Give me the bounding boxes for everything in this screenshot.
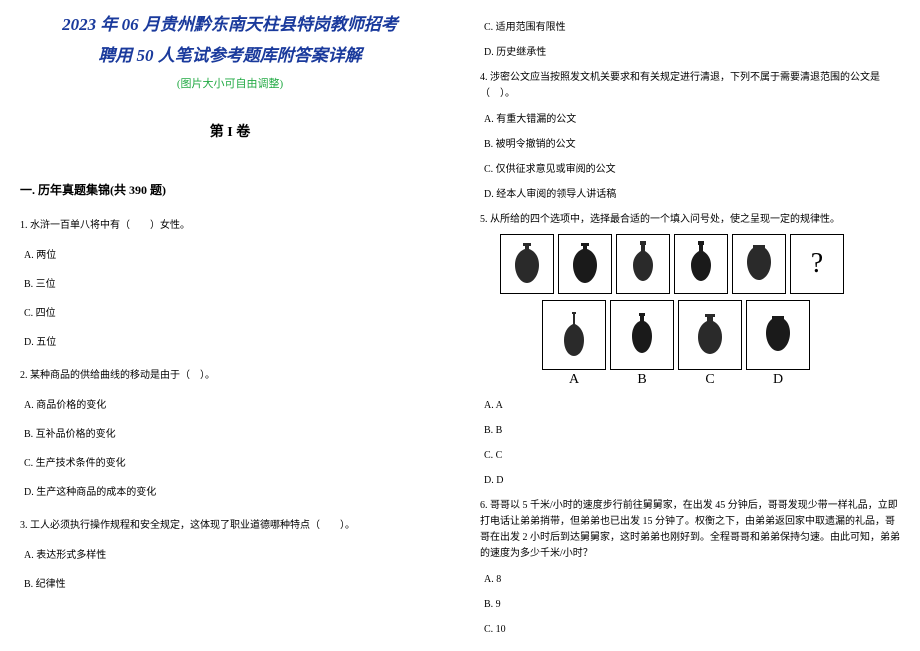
q6-option-c: C. 10 — [484, 622, 900, 637]
vase-option-c — [678, 300, 742, 370]
q2-option-b: B. 互补品价格的变化 — [24, 427, 440, 442]
q2-option-a: A. 商品价格的变化 — [24, 398, 440, 413]
question-6: 6. 哥哥以 5 千米/小时的速度步行前往舅舅家，在出发 45 分钟后，哥哥发现… — [480, 498, 900, 562]
vase-icon — [507, 239, 547, 289]
q1-option-a: A. 两位 — [24, 248, 440, 263]
q5-option-a: A. A — [484, 398, 900, 413]
document-subtitle: (图片大小可自由调整) — [20, 75, 440, 91]
q4-option-a: A. 有重大错漏的公文 — [484, 112, 900, 127]
q1-option-d: D. 五位 — [24, 335, 440, 350]
vase-icon — [739, 239, 779, 289]
q6-option-a: A. 8 — [484, 572, 900, 587]
document-title-line1: 2023 年 06 月贵州黔东南天柱县特岗教师招考 — [20, 10, 440, 41]
vase-row-options — [542, 300, 900, 370]
section-heading: 一. 历年真题集锦(共 390 题) — [20, 181, 440, 198]
vase-label-b: B — [610, 372, 674, 388]
right-column: C. 适用范围有限性 D. 历史继承性 4. 涉密公文应当按照发文机关要求和有关… — [460, 0, 920, 651]
vase-label-c: C — [678, 372, 742, 388]
vase-cell-5 — [732, 234, 786, 294]
vase-label-a: A — [542, 372, 606, 388]
q3-option-b: B. 纪律性 — [24, 577, 440, 592]
q3-option-d: D. 历史继承性 — [484, 45, 900, 60]
vase-option-a — [542, 300, 606, 370]
vase-icon — [554, 310, 594, 360]
q1-option-c: C. 四位 — [24, 306, 440, 321]
question-2: 2. 某种商品的供给曲线的移动是由于（ ）。 — [20, 368, 440, 384]
volume-heading: 第 I 卷 — [20, 121, 440, 141]
vase-option-b — [610, 300, 674, 370]
q3-option-a: A. 表达形式多样性 — [24, 548, 440, 563]
vase-label-d: D — [746, 372, 810, 388]
q5-option-c: C. C — [484, 448, 900, 463]
q2-option-c: C. 生产技术条件的变化 — [24, 456, 440, 471]
vase-cell-4 — [674, 234, 728, 294]
vase-row-top: ? — [500, 234, 900, 294]
question-5: 5. 从所给的四个选项中，选择最合适的一个填入问号处，使之呈现一定的规律性。 — [480, 212, 900, 228]
question-mark: ? — [811, 248, 823, 280]
q5-option-d: D. D — [484, 473, 900, 488]
question-3: 3. 工人必须执行操作规程和安全规定，这体现了职业道德哪种特点（ ）。 — [20, 518, 440, 534]
q6-option-b: B. 9 — [484, 597, 900, 612]
q3-option-c: C. 适用范围有限性 — [484, 20, 900, 35]
vase-icon — [565, 239, 605, 289]
vase-icon — [690, 310, 730, 360]
vase-option-labels: A B C D — [542, 372, 900, 388]
document-title-line2: 聘用 50 人笔试参考题库附答案详解 — [20, 41, 440, 72]
q5-option-b: B. B — [484, 423, 900, 438]
vase-icon — [758, 310, 798, 360]
q4-option-c: C. 仅供征求意见或审阅的公文 — [484, 162, 900, 177]
q1-option-b: B. 三位 — [24, 277, 440, 292]
vase-icon — [623, 239, 663, 289]
vase-icon — [681, 239, 721, 289]
vase-cell-2 — [558, 234, 612, 294]
q4-option-b: B. 被明令撤销的公文 — [484, 137, 900, 152]
vase-option-d — [746, 300, 810, 370]
vase-cell-1 — [500, 234, 554, 294]
left-column: 2023 年 06 月贵州黔东南天柱县特岗教师招考 聘用 50 人笔试参考题库附… — [0, 0, 460, 651]
question-4: 4. 涉密公文应当按照发文机关要求和有关规定进行清退，下列不属于需要清退范围的公… — [480, 70, 900, 102]
q2-option-d: D. 生产这种商品的成本的变化 — [24, 485, 440, 500]
vase-cell-qmark: ? — [790, 234, 844, 294]
question-1: 1. 水浒一百单八将中有（ ）女性。 — [20, 218, 440, 234]
vase-icon — [622, 310, 662, 360]
q4-option-d: D. 经本人审阅的领导人讲话稿 — [484, 187, 900, 202]
vase-cell-3 — [616, 234, 670, 294]
